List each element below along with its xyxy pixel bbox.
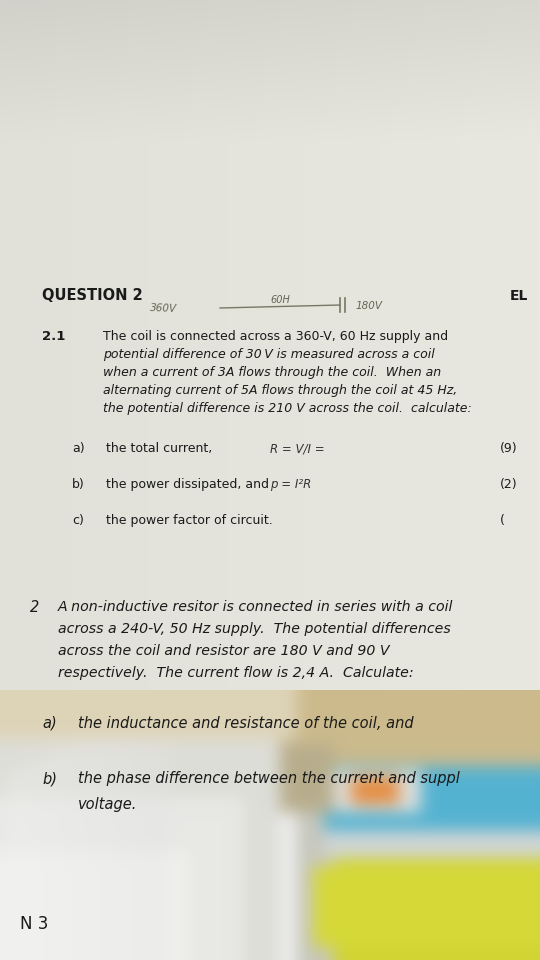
Text: b): b) [42,771,57,786]
Text: 180V: 180V [355,301,382,311]
Text: c): c) [72,514,84,527]
Text: potential difference of 30 V is measured across a coil: potential difference of 30 V is measured… [103,348,435,361]
Text: QUESTION 2: QUESTION 2 [42,289,143,303]
Text: 360V: 360V [150,302,177,314]
Text: across a 240-V, 50 Hz supply.  The potential differences: across a 240-V, 50 Hz supply. The potent… [58,622,451,636]
Text: R = V/I =: R = V/I = [270,442,325,455]
Text: 60H: 60H [270,295,290,305]
Text: alternating current of 5A flows through the coil at 45 Hz,: alternating current of 5A flows through … [103,384,457,397]
Text: the power factor of circuit.: the power factor of circuit. [106,514,273,527]
Text: b): b) [72,478,85,491]
Text: the inductance and resistance of the coil, and: the inductance and resistance of the coi… [78,716,414,731]
Text: the phase difference between the current and suppl: the phase difference between the current… [78,771,460,786]
Text: a): a) [72,442,85,455]
Text: the power dissipated, and: the power dissipated, and [106,478,269,491]
Text: respectively.  The current flow is 2,4 A.  Calculate:: respectively. The current flow is 2,4 A.… [58,666,414,680]
Text: (: ( [500,514,505,527]
Text: the potential difference is 210 V across the coil.  calculate:: the potential difference is 210 V across… [103,402,472,415]
Text: (9): (9) [500,442,518,455]
Text: 2.1: 2.1 [42,330,65,343]
Text: A non-inductive resitor is connected in series with a coil: A non-inductive resitor is connected in … [58,600,454,614]
Text: a): a) [42,716,57,731]
Text: p = I²R: p = I²R [270,478,311,491]
Text: across the coil and resistor are 180 V and 90 V: across the coil and resistor are 180 V a… [58,644,389,658]
Text: The coil is connected across a 360-V, 60 Hz supply and: The coil is connected across a 360-V, 60… [103,330,448,343]
Text: (2): (2) [500,478,518,491]
Text: 2: 2 [30,600,39,615]
Text: voltage.: voltage. [78,797,137,812]
Text: the total current,: the total current, [106,442,212,455]
Text: when a current of 3A flows through the coil.  When an: when a current of 3A flows through the c… [103,366,441,379]
Text: N 3: N 3 [20,915,49,933]
Text: EL: EL [510,289,528,303]
